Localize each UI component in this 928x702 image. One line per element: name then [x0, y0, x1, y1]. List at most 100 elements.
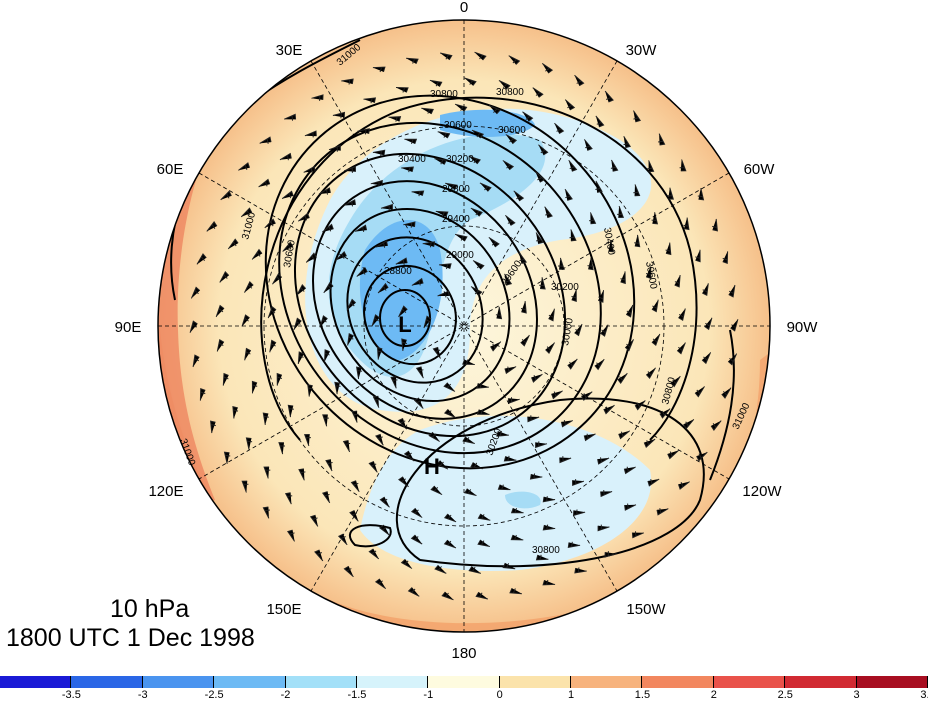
wind-barb [522, 111, 534, 122]
contour-label: 30600 [498, 125, 526, 136]
wind-barb [535, 171, 546, 183]
contour-label: 30600 [282, 239, 298, 269]
wind-barb [411, 277, 424, 286]
wind-barb [504, 215, 516, 226]
wind-barb [518, 252, 528, 264]
wind-barb [267, 305, 277, 319]
wind-barb [272, 272, 283, 285]
wind-barb [471, 129, 485, 139]
wind-barb [410, 507, 423, 518]
wind-barb [618, 430, 631, 440]
wind-barb [539, 277, 546, 290]
wind-barb [610, 159, 619, 172]
colorbar-tick-label: -1 [423, 689, 434, 701]
wind-barb [374, 578, 387, 590]
graticule [158, 20, 770, 632]
lon-label-0: 0 [460, 0, 468, 16]
wind-barb [554, 122, 565, 135]
wind-barb [476, 382, 489, 389]
wind-barb [462, 359, 475, 365]
wind-barb [407, 587, 420, 597]
wind-barb [332, 111, 346, 119]
wind-barb [303, 434, 311, 447]
wind-barb [678, 481, 690, 490]
colorbar-swatch [285, 676, 357, 688]
wind-barb [600, 490, 613, 498]
wind-barb [378, 524, 390, 536]
lon-label-30w: 30W [626, 42, 658, 59]
wind-barb [520, 334, 530, 347]
wind-barb [656, 508, 669, 516]
wind-barb [583, 139, 593, 151]
wind-barb [325, 459, 333, 472]
wind-barb [437, 131, 451, 139]
wind-barb [620, 271, 626, 285]
wind-barb [223, 451, 231, 465]
wind-barb [397, 417, 408, 430]
wind-barb [190, 286, 201, 299]
wind-barb [269, 339, 277, 353]
wind-barb [341, 78, 354, 85]
polar-map: 0 30W 60W 90W 120W 150W 180 150E 120E 90… [115, 0, 819, 662]
wind-barb [670, 375, 681, 388]
wind-barb [406, 57, 419, 64]
wind-barb [503, 455, 517, 462]
wind-barb [319, 315, 328, 328]
wind-barb [544, 206, 553, 219]
contour-label: 30800 [430, 89, 458, 100]
wind-barb [658, 133, 666, 146]
wind-barb [645, 367, 656, 380]
wind-barb [375, 240, 388, 248]
wind-barb [304, 130, 317, 138]
wind-barb [296, 284, 307, 296]
lon-label-60e: 60E [157, 161, 184, 178]
wind-barb [624, 503, 637, 511]
lon-label-90e: 90E [115, 319, 142, 336]
wind-barb [567, 541, 581, 549]
wind-barb [390, 376, 398, 389]
wind-barb [545, 342, 555, 355]
contour-label: 30600 [643, 261, 659, 291]
wind-barb [357, 128, 370, 135]
colorbar-tick-label: 1.5 [634, 689, 651, 701]
wind-barb [445, 182, 458, 190]
colorbar-swatch [214, 676, 286, 688]
wind-barb [712, 218, 718, 232]
wind-barb [572, 509, 586, 517]
wind-barb [659, 408, 671, 419]
wind-barb [710, 420, 722, 431]
wind-barb [495, 306, 503, 320]
lon-label-150w: 150W [626, 601, 666, 618]
wind-barb [497, 484, 511, 491]
wind-barb [284, 113, 297, 121]
lon-label-30e: 30E [276, 42, 303, 59]
wind-barb [436, 460, 449, 470]
wind-barb [355, 366, 363, 380]
wind-barb [219, 271, 230, 283]
wind-barb [702, 283, 709, 296]
wind-barb [404, 138, 418, 145]
wind-barb [199, 387, 206, 401]
wind-barb [311, 94, 324, 101]
wind-barb [647, 478, 660, 487]
wind-barb [571, 289, 577, 302]
wind-barb [368, 548, 380, 560]
wind-barb [216, 339, 225, 352]
contour-label: 29800 [442, 184, 470, 195]
wind-barb [244, 347, 252, 361]
wind-barb [356, 266, 368, 277]
wind-barb [665, 242, 672, 256]
wind-barb [303, 165, 316, 174]
wind-barb [363, 97, 377, 104]
wind-barb [477, 513, 491, 521]
wind-barb [443, 382, 456, 392]
wind-barb [696, 451, 708, 462]
wind-barb [395, 87, 409, 93]
wind-barb [468, 155, 481, 165]
wind-barb [401, 166, 414, 173]
wind-barb [529, 473, 543, 480]
wind-barb [281, 190, 294, 200]
wind-barb [410, 534, 423, 545]
wind-barb [398, 476, 409, 488]
wind-barb [594, 358, 605, 371]
